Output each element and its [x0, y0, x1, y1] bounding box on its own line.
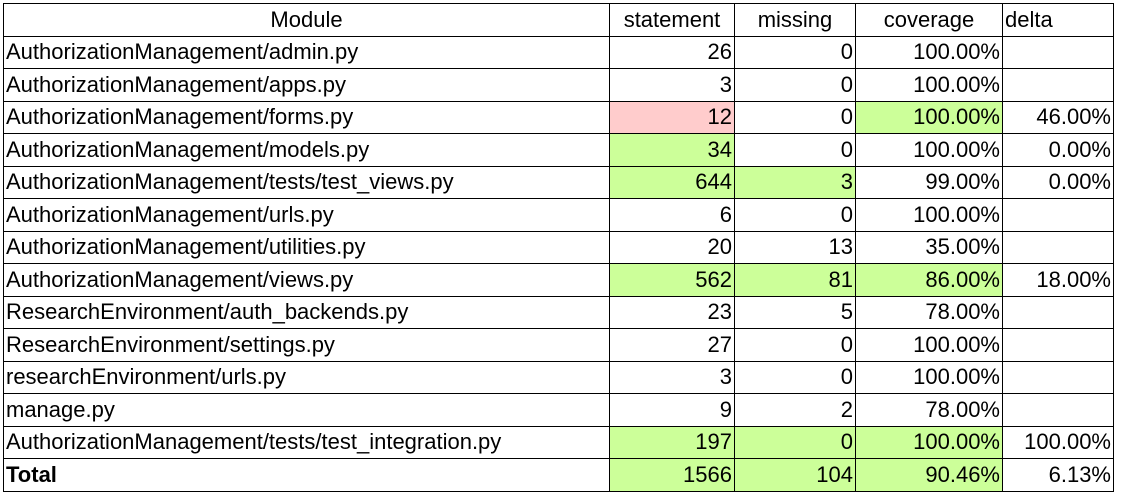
cell-delta [1002, 295, 1114, 329]
cell-delta [1002, 328, 1114, 362]
header-coverage: coverage [855, 3, 1003, 37]
cell-module: AuthorizationManagement/admin.py [3, 35, 610, 69]
header-row: Module statement missing coverage delta [3, 3, 1114, 37]
cell-missing: 0 [734, 133, 856, 167]
cell-module: ResearchEnvironment/auth_backends.py [3, 295, 610, 329]
cell-missing: 5 [734, 295, 856, 329]
cell-missing: 3 [734, 165, 856, 199]
table-row: ResearchEnvironment/settings.py 27 0 100.00… [3, 328, 1114, 362]
cell-module: AuthorizationManagement/tests/test_views… [3, 165, 610, 199]
cell-delta [1002, 230, 1114, 264]
table-row: AuthorizationManagement/forms.py 12 0 100.0… [3, 100, 1114, 134]
table-row: manage.py 9 2 78.00% [3, 393, 1114, 427]
cell-delta: 18.00% [1002, 263, 1114, 297]
cell-missing: 81 [734, 263, 856, 297]
cell-statement: 3 [609, 68, 735, 102]
cell-statement: 12 [609, 100, 735, 134]
cell-statement: 197 [609, 425, 735, 459]
table-row: AuthorizationManagement/models.py 34 0 100.… [3, 133, 1114, 167]
cell-coverage: 35.00% [855, 230, 1003, 264]
cell-module: AuthorizationManagement/utilities.py [3, 230, 610, 264]
table-body: AuthorizationManagement/admin.py 26 0 100.0… [3, 35, 1114, 492]
header-statement: statement [609, 3, 735, 37]
cell-delta [1002, 360, 1114, 394]
cell-statement: 3 [609, 360, 735, 394]
cell-coverage: 78.00% [855, 393, 1003, 427]
cell-missing: 0 [734, 198, 856, 232]
cell-missing: 13 [734, 230, 856, 264]
table-row: researchEnvironment/urls.py 3 0 100.00% [3, 360, 1114, 394]
cell-coverage: 100.00% [855, 198, 1003, 232]
total-row: Total 1566 104 90.46% 6.13% [3, 458, 1114, 492]
cell-module: AuthorizationManagement/apps.py [3, 68, 610, 102]
cell-statement: 34 [609, 133, 735, 167]
header-missing: missing [734, 3, 856, 37]
cell-missing: 0 [734, 360, 856, 394]
cell-module: AuthorizationManagement/tests/test_integ… [3, 425, 610, 459]
cell-module: AuthorizationManagement/urls.py [3, 198, 610, 232]
total-module: Total [3, 458, 610, 492]
cell-delta [1002, 198, 1114, 232]
cell-delta [1002, 68, 1114, 102]
cell-module: AuthorizationManagement/views.py [3, 263, 610, 297]
cell-delta [1002, 35, 1114, 69]
cell-coverage: 100.00% [855, 100, 1003, 134]
cell-coverage: 99.00% [855, 165, 1003, 199]
cell-statement: 644 [609, 165, 735, 199]
cell-statement: 27 [609, 328, 735, 362]
table-row: AuthorizationManagement/views.py 562 81 86.… [3, 263, 1114, 297]
table-row: ResearchEnvironment/auth_backends.py 23 5 7… [3, 295, 1114, 329]
cell-coverage: 100.00% [855, 68, 1003, 102]
table-row: AuthorizationManagement/apps.py 3 0 100.00% [3, 68, 1114, 102]
header-delta: delta [1002, 3, 1114, 37]
table-row: AuthorizationManagement/urls.py 6 0 100.00% [3, 198, 1114, 232]
cell-statement: 23 [609, 295, 735, 329]
cell-module: AuthorizationManagement/forms.py [3, 100, 610, 134]
cell-coverage: 86.00% [855, 263, 1003, 297]
cell-delta: 0.00% [1002, 165, 1114, 199]
cell-coverage: 100.00% [855, 328, 1003, 362]
cell-coverage: 100.00% [855, 360, 1003, 394]
table-row: AuthorizationManagement/tests/test_views… [3, 165, 1114, 199]
table-row: AuthorizationManagement/admin.py 26 0 100.0… [3, 35, 1114, 69]
table-row: AuthorizationManagement/utilities.py 20 13… [3, 230, 1114, 264]
cell-delta: 0.00% [1002, 133, 1114, 167]
total-coverage: 90.46% [855, 458, 1003, 492]
cell-statement: 9 [609, 393, 735, 427]
cell-coverage: 100.00% [855, 425, 1003, 459]
cell-delta: 100.00% [1002, 425, 1114, 459]
cell-missing: 0 [734, 35, 856, 69]
coverage-table: Module statement missing coverage delta … [3, 3, 1114, 492]
total-statement: 1566 [609, 458, 735, 492]
total-missing: 104 [734, 458, 856, 492]
cell-statement: 6 [609, 198, 735, 232]
header-module: Module [3, 3, 610, 37]
total-delta: 6.13% [1002, 458, 1114, 492]
cell-missing: 2 [734, 393, 856, 427]
table-row: AuthorizationManagement/tests/test_integ… [3, 425, 1114, 459]
cell-missing: 0 [734, 100, 856, 134]
cell-module: ResearchEnvironment/settings.py [3, 328, 610, 362]
cell-statement: 26 [609, 35, 735, 69]
cell-delta [1002, 393, 1114, 427]
cell-missing: 0 [734, 328, 856, 362]
cell-module: researchEnvironment/urls.py [3, 360, 610, 394]
cell-statement: 562 [609, 263, 735, 297]
cell-missing: 0 [734, 425, 856, 459]
cell-coverage: 78.00% [855, 295, 1003, 329]
cell-module: AuthorizationManagement/models.py [3, 133, 610, 167]
cell-statement: 20 [609, 230, 735, 264]
cell-coverage: 100.00% [855, 133, 1003, 167]
cell-missing: 0 [734, 68, 856, 102]
cell-module: manage.py [3, 393, 610, 427]
cell-coverage: 100.00% [855, 35, 1003, 69]
cell-delta: 46.00% [1002, 100, 1114, 134]
